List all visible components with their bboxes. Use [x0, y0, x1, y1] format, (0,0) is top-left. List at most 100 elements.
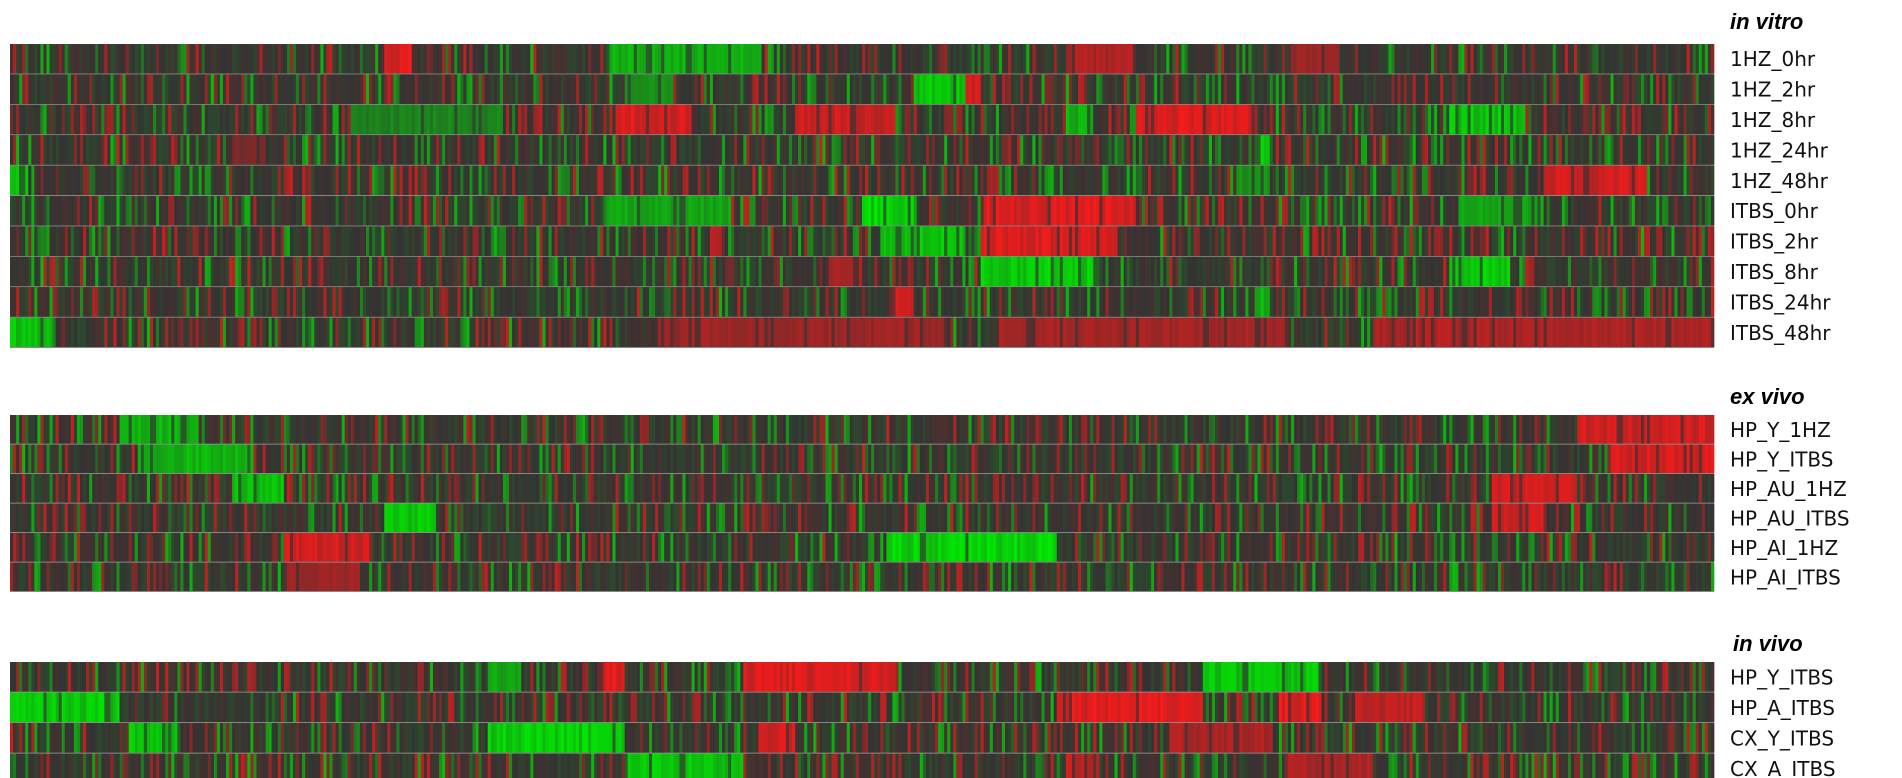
heatmap-cell: [1382, 104, 1386, 135]
heatmap-cell: [953, 44, 957, 74]
heatmap-cell: [1199, 135, 1204, 165]
heatmap-cell: [232, 287, 236, 317]
heatmap-cell: [149, 135, 154, 165]
heatmap-cell: [633, 287, 638, 317]
heatmap-cell: [676, 287, 680, 317]
heatmap-cell: [1625, 74, 1630, 104]
heatmap-cell: [1677, 196, 1681, 226]
heatmap-cell: [183, 226, 187, 256]
heatmap-cell: [755, 135, 759, 165]
heatmap-cell: [615, 256, 619, 287]
heatmap-cell: [372, 226, 376, 256]
heatmap-cell: [898, 196, 902, 226]
heatmap-cell: [393, 196, 397, 226]
heatmap-cell: [633, 44, 638, 74]
heatmap-cell: [1464, 104, 1468, 135]
heatmap-cell: [1470, 165, 1474, 196]
heatmap-cell: [1476, 226, 1481, 256]
heatmap-cell: [466, 165, 470, 196]
heatmap-cell: [1269, 256, 1274, 287]
heatmap-cell: [1056, 44, 1061, 74]
heatmap-cell: [1519, 196, 1523, 226]
heatmap-cell: [1592, 165, 1596, 196]
heatmap-cell: [1047, 226, 1051, 256]
heatmap-cell: [128, 196, 133, 226]
heatmap-cell: [311, 104, 315, 135]
heatmap-cell: [1163, 104, 1167, 135]
heatmap-cell: [1354, 165, 1359, 196]
heatmap-cell: [1278, 165, 1283, 196]
heatmap-cell: [146, 226, 151, 256]
heatmap-cell: [1364, 44, 1368, 74]
heatmap-cell: [728, 226, 732, 256]
heatmap-cell: [898, 44, 902, 74]
heatmap-cell: [877, 44, 881, 74]
heatmap-cell: [1619, 44, 1624, 74]
heatmap-cell: [436, 196, 440, 226]
heatmap-cell: [1592, 104, 1596, 135]
heatmap-cell: [1208, 104, 1213, 135]
heatmap-cell: [995, 104, 1000, 135]
heatmap-cell: [1257, 165, 1261, 196]
heatmap-cell: [554, 44, 559, 74]
heatmap-cell: [426, 287, 431, 317]
heatmap-cell: [1102, 256, 1106, 287]
heatmap-cell: [1598, 44, 1602, 74]
heatmap-cell: [1373, 74, 1377, 104]
heatmap-cell: [210, 135, 215, 165]
heatmap-cell: [1443, 256, 1447, 287]
heatmap-cell: [658, 165, 662, 196]
heatmap-cell: [810, 44, 814, 74]
heatmap-cell: [226, 165, 230, 196]
heatmap-cell: [1111, 74, 1115, 104]
heatmap-cell: [1443, 104, 1447, 135]
heatmap-cell: [1123, 196, 1128, 226]
heatmap-cell: [591, 196, 595, 226]
heatmap-cell: [1278, 226, 1283, 256]
heatmap-cell: [645, 135, 650, 165]
heatmap-cell: [52, 256, 56, 287]
heatmap-cell: [1361, 135, 1365, 165]
heatmap-cell: [1148, 256, 1152, 287]
heatmap-cell: [356, 256, 361, 287]
heatmap-cell: [1224, 256, 1228, 287]
heatmap-cell: [369, 196, 373, 226]
heatmap-cell: [292, 135, 297, 165]
heatmap-cell: [548, 44, 552, 74]
heatmap-cell: [557, 135, 562, 165]
heatmap-cell: [1388, 135, 1392, 165]
heatmap-cell: [849, 165, 854, 196]
heatmap-cell: [1108, 44, 1112, 74]
heatmap-cell: [1434, 196, 1438, 226]
heatmap-cell: [1339, 256, 1344, 287]
heatmap-cell: [715, 256, 720, 287]
heatmap-cell: [837, 165, 842, 196]
heatmap-cell: [1610, 74, 1614, 104]
heatmap-cell: [871, 104, 875, 135]
heatmap-cell: [390, 74, 394, 104]
heatmap-cell: [1522, 74, 1526, 104]
heatmap-cell: [1032, 226, 1036, 256]
heatmap-cell: [1385, 44, 1389, 74]
heatmap-cell: [606, 287, 610, 317]
heatmap-cell: [761, 44, 765, 74]
heatmap-cell: [1710, 165, 1715, 196]
heatmap-cell: [356, 74, 361, 104]
heatmap-cell: [1628, 135, 1633, 165]
heatmap-cell: [43, 44, 47, 74]
heatmap-cell: [299, 226, 303, 256]
heatmap-cell: [1424, 74, 1429, 104]
heatmap-cell: [13, 74, 17, 104]
heatmap-cell: [98, 226, 102, 256]
heatmap-cell: [1312, 135, 1316, 165]
heatmap-cell: [935, 226, 939, 256]
heatmap-cell: [362, 287, 367, 317]
heatmap-cell: [244, 135, 248, 165]
heatmap-cell: [609, 165, 613, 196]
heatmap-cell: [1698, 196, 1703, 226]
heatmap-cell: [782, 226, 787, 256]
heatmap-cell: [852, 74, 857, 104]
heatmap-cell: [311, 196, 315, 226]
heatmap-cell: [1324, 165, 1328, 196]
heatmap-cell: [518, 256, 522, 287]
